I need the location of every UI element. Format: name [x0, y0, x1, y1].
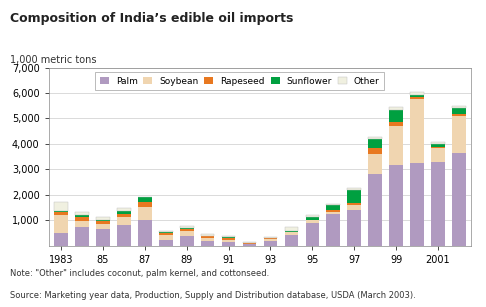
Bar: [389, 126, 403, 165]
Bar: [243, 244, 256, 246]
Bar: [327, 212, 340, 214]
Bar: [96, 221, 110, 224]
Bar: [264, 237, 278, 238]
Text: Note: "Other" includes coconut, palm kernel, and cottonseed.: Note: "Other" includes coconut, palm ker…: [10, 269, 269, 278]
Bar: [180, 231, 193, 236]
Bar: [201, 234, 214, 236]
Bar: [222, 238, 235, 240]
Bar: [117, 214, 131, 217]
Bar: [117, 217, 131, 225]
Bar: [306, 217, 319, 220]
Bar: [54, 233, 68, 246]
Bar: [180, 227, 193, 229]
Bar: [389, 165, 403, 246]
Text: 1,000 metric tons: 1,000 metric tons: [10, 55, 96, 65]
Bar: [138, 220, 152, 246]
Bar: [54, 211, 68, 212]
Bar: [347, 210, 361, 246]
Bar: [368, 148, 382, 154]
Bar: [285, 232, 298, 235]
Bar: [75, 217, 89, 221]
Bar: [368, 174, 382, 246]
Bar: [222, 240, 235, 242]
Bar: [180, 226, 193, 227]
Bar: [180, 229, 193, 231]
Bar: [285, 227, 298, 231]
Bar: [306, 223, 319, 246]
Bar: [75, 215, 89, 217]
Bar: [138, 197, 152, 202]
Bar: [347, 205, 361, 210]
Bar: [327, 205, 340, 211]
Bar: [410, 95, 424, 97]
Bar: [180, 236, 193, 246]
Bar: [96, 224, 110, 229]
Bar: [389, 110, 403, 122]
Bar: [431, 147, 445, 148]
Bar: [452, 106, 466, 108]
Bar: [410, 99, 424, 163]
Bar: [159, 232, 173, 233]
Bar: [327, 214, 340, 246]
Bar: [243, 242, 256, 243]
Bar: [347, 190, 361, 203]
Bar: [222, 236, 235, 237]
Bar: [75, 221, 89, 227]
Bar: [368, 154, 382, 174]
Bar: [327, 211, 340, 212]
Bar: [347, 203, 361, 205]
Text: Composition of India’s edible oil imports: Composition of India’s edible oil import…: [10, 12, 293, 25]
Bar: [96, 217, 110, 220]
Bar: [96, 220, 110, 221]
Bar: [347, 188, 361, 190]
Bar: [75, 212, 89, 215]
Bar: [452, 153, 466, 246]
Bar: [264, 241, 278, 246]
Bar: [389, 107, 403, 110]
Bar: [117, 208, 131, 211]
Bar: [452, 116, 466, 153]
Bar: [201, 238, 214, 241]
Bar: [222, 242, 235, 246]
Bar: [431, 148, 445, 162]
Bar: [306, 220, 319, 223]
Bar: [368, 139, 382, 148]
Bar: [54, 202, 68, 211]
Bar: [306, 216, 319, 217]
Bar: [201, 241, 214, 246]
Bar: [96, 229, 110, 246]
Bar: [452, 108, 466, 114]
Bar: [431, 142, 445, 144]
Text: Source: Marketing year data, Production, Supply and Distribution database, USDA : Source: Marketing year data, Production,…: [10, 291, 416, 300]
Bar: [285, 235, 298, 246]
Bar: [431, 162, 445, 246]
Bar: [138, 202, 152, 208]
Bar: [159, 231, 173, 232]
Bar: [201, 236, 214, 238]
Bar: [431, 144, 445, 147]
Bar: [117, 225, 131, 246]
Bar: [159, 233, 173, 235]
Bar: [410, 163, 424, 246]
Bar: [159, 240, 173, 246]
Bar: [117, 211, 131, 214]
Bar: [138, 208, 152, 220]
Bar: [410, 92, 424, 95]
Bar: [264, 239, 278, 241]
Bar: [222, 237, 235, 238]
Bar: [243, 243, 256, 244]
Legend: Palm, Soybean, Rapeseed, Sunflower, Other: Palm, Soybean, Rapeseed, Sunflower, Othe…: [95, 72, 384, 90]
Bar: [54, 212, 68, 215]
Bar: [285, 231, 298, 232]
Bar: [75, 227, 89, 246]
Bar: [327, 204, 340, 205]
Bar: [389, 122, 403, 126]
Bar: [159, 235, 173, 240]
Bar: [452, 114, 466, 116]
Bar: [368, 137, 382, 139]
Bar: [54, 215, 68, 233]
Bar: [410, 97, 424, 99]
